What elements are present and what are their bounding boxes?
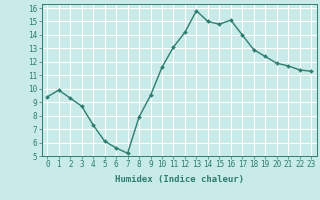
X-axis label: Humidex (Indice chaleur): Humidex (Indice chaleur) bbox=[115, 175, 244, 184]
